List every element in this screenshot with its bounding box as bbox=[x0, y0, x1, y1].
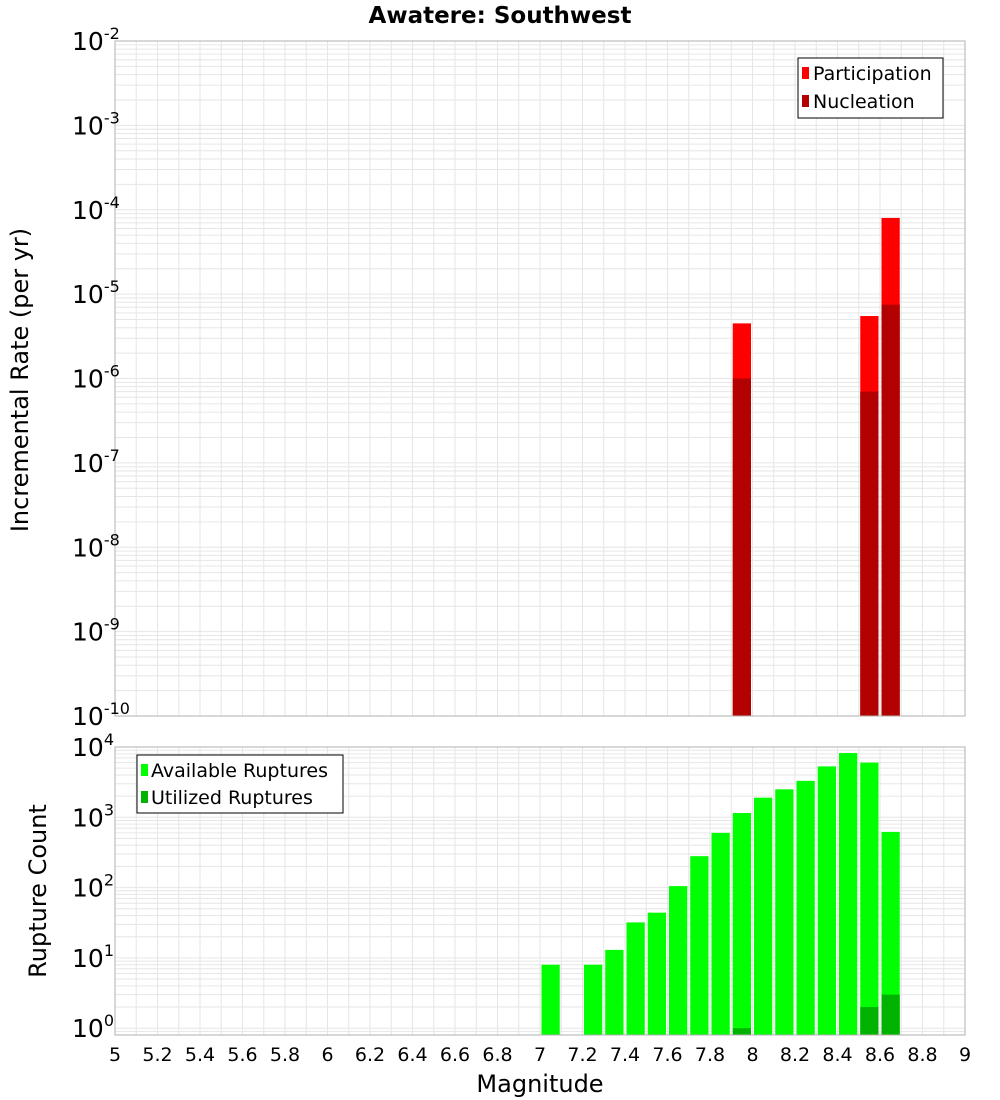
available-legend-label: Available Ruptures bbox=[151, 760, 328, 782]
available-ruptures-bar bbox=[732, 813, 751, 1035]
magnitude-x-tick-label: 6.2 bbox=[355, 1044, 385, 1066]
magnitude-x-tick-label: 6 bbox=[321, 1044, 333, 1066]
rate-grid bbox=[114, 40, 966, 717]
magnitude-x-tick-label: 6.8 bbox=[482, 1044, 512, 1066]
rate-y-tick-label: 10-4 bbox=[72, 193, 120, 225]
count-y-tick-label: 103 bbox=[72, 800, 114, 832]
magnitude-x-tick-label: 7.2 bbox=[567, 1044, 597, 1066]
magnitude-x-tick-label: 9 bbox=[959, 1044, 971, 1066]
available-ruptures-bar bbox=[754, 797, 773, 1035]
magnitude-x-tick-label: 7.4 bbox=[610, 1044, 640, 1066]
available-ruptures-bar bbox=[647, 912, 666, 1035]
participation-legend-label: Participation bbox=[813, 63, 932, 85]
rate-y-tick-label: 10-5 bbox=[72, 277, 120, 309]
available-ruptures-bar bbox=[626, 922, 645, 1035]
rate-y-tick-label: 10-8 bbox=[72, 530, 120, 562]
rate-y-tick-label: 10-2 bbox=[72, 24, 120, 56]
available-ruptures-bar bbox=[690, 856, 709, 1035]
available-ruptures-bar bbox=[796, 780, 815, 1035]
magnitude-x-tick-label: 8.8 bbox=[907, 1044, 937, 1066]
available-ruptures-bar bbox=[839, 753, 858, 1035]
rate-y-tick-label: 10-9 bbox=[72, 615, 120, 647]
rate-plot-frame bbox=[114, 40, 966, 717]
count-y-tick-label: 101 bbox=[72, 941, 114, 973]
magnitude-x-tick-label: 5 bbox=[109, 1044, 121, 1066]
count-legend-box bbox=[136, 754, 344, 814]
rate-y-tick-label: 10-6 bbox=[72, 362, 120, 394]
magnitude-x-tick-label: 8.6 bbox=[865, 1044, 895, 1066]
magnitude-x-tick-label: 5.4 bbox=[185, 1044, 215, 1066]
utilized-ruptures-bar bbox=[881, 994, 900, 1035]
available-ruptures-bar bbox=[817, 766, 836, 1035]
count-y-ticks: 100 101 102 103 104 bbox=[72, 730, 114, 1043]
count-y-tick-label: 104 bbox=[72, 730, 114, 762]
nucleation-bar bbox=[881, 304, 900, 716]
magnitude-x-tick-label: 7 bbox=[534, 1044, 546, 1066]
magnitude-x-tick-label: 5.6 bbox=[227, 1044, 257, 1066]
magnitude-x-tick-label: 5.8 bbox=[270, 1044, 300, 1066]
count-y-axis-label: Rupture Count bbox=[24, 804, 52, 978]
available-legend-swatch bbox=[141, 764, 148, 776]
rate-bars bbox=[732, 217, 900, 716]
available-ruptures-bar bbox=[775, 789, 794, 1035]
magnitude-x-tick-label: 6.4 bbox=[397, 1044, 427, 1066]
count-y-tick-label: 102 bbox=[72, 871, 114, 903]
magnitude-x-tick-label: 7.6 bbox=[652, 1044, 682, 1066]
nucleation-bar bbox=[860, 391, 879, 716]
rate-y-ticks: 10-10 10-9 10-8 10-7 10-6 10-5 10-4 10-3 10-2 bbox=[72, 24, 130, 731]
available-ruptures-bar bbox=[881, 831, 900, 1035]
nucleation-bar bbox=[732, 378, 751, 716]
utilized-ruptures-bar bbox=[860, 1007, 879, 1035]
rate-legend-box bbox=[797, 57, 944, 119]
available-ruptures-bar bbox=[541, 964, 560, 1035]
rate-panel: 10-10 10-9 10-8 10-7 10-6 10-5 10-4 10-3 10-2 In… bbox=[6, 24, 966, 731]
utilized-ruptures-bar bbox=[732, 1028, 751, 1035]
x-axis-label: Magnitude bbox=[476, 1070, 603, 1098]
available-ruptures-bar bbox=[669, 886, 688, 1035]
count-legend: Available Ruptures Utilized Ruptures bbox=[136, 754, 344, 814]
available-ruptures-bar bbox=[584, 964, 603, 1035]
rate-y-tick-label: 10-10 bbox=[72, 699, 130, 731]
magnitude-x-tick-label: 8 bbox=[746, 1044, 758, 1066]
available-ruptures-bar bbox=[605, 949, 624, 1035]
available-ruptures-bar bbox=[711, 832, 730, 1035]
count-panel: 100 101 102 103 104 5 5.2 5.4 5.6 5.8 6 6.2 6.4 6.6 6… bbox=[24, 730, 971, 1098]
nucleation-legend-label: Nucleation bbox=[813, 91, 915, 113]
magnitude-x-tick-label: 8.4 bbox=[822, 1044, 852, 1066]
available-ruptures-bar bbox=[860, 762, 879, 1035]
utilized-legend-label: Utilized Ruptures bbox=[151, 787, 313, 809]
participation-legend-swatch bbox=[802, 67, 809, 79]
nucleation-legend-swatch bbox=[802, 95, 809, 107]
magnitude-x-ticks: 5 5.2 5.4 5.6 5.8 6 6.2 6.4 6.6 6.8 7 7.2 7.4 7.6 7.8 8… bbox=[109, 1044, 971, 1066]
rate-y-tick-label: 10-7 bbox=[72, 446, 120, 478]
count-y-tick-label: 100 bbox=[72, 1011, 114, 1043]
count-bars bbox=[541, 753, 900, 1035]
chart-title: Awatere: Southwest bbox=[369, 3, 632, 29]
magnitude-x-tick-label: 6.6 bbox=[440, 1044, 470, 1066]
magnitude-x-tick-label: 7.8 bbox=[695, 1044, 725, 1066]
magnitude-x-tick-label: 8.2 bbox=[780, 1044, 810, 1066]
count-plot-frame bbox=[114, 746, 966, 1036]
rate-legend: Participation Nucleation bbox=[797, 57, 944, 119]
rate-y-axis-label: Incremental Rate (per yr) bbox=[6, 228, 34, 532]
magnitude-x-tick-label: 5.2 bbox=[142, 1044, 172, 1066]
utilized-legend-swatch bbox=[141, 791, 148, 803]
rate-y-tick-label: 10-3 bbox=[72, 108, 120, 140]
